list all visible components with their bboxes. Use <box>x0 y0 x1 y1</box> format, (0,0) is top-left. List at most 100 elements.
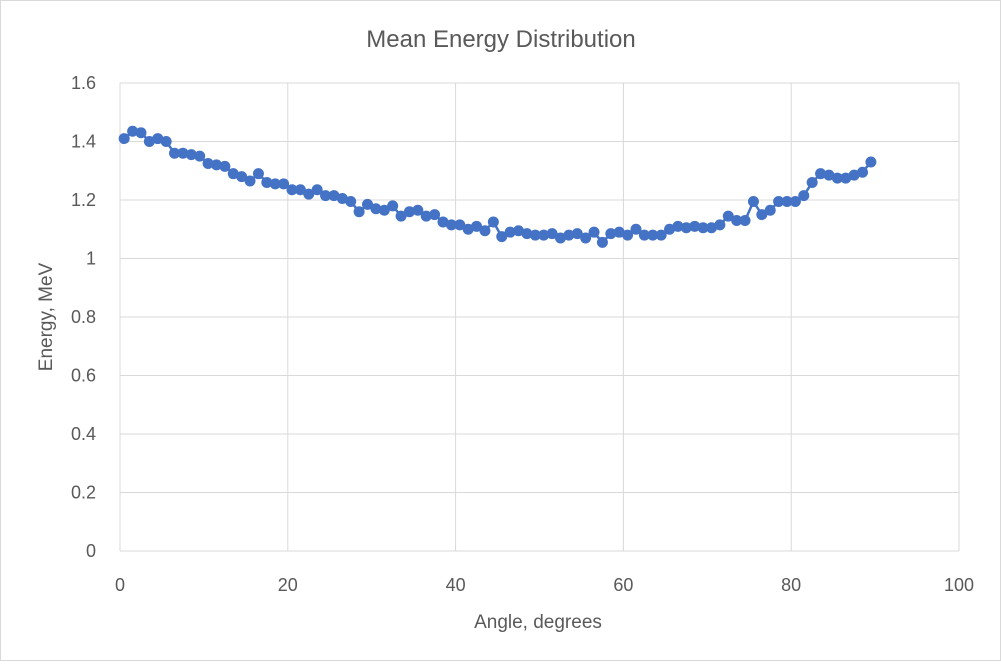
data-point <box>420 210 432 222</box>
data-point <box>454 219 466 231</box>
data-point <box>815 168 827 180</box>
data-point <box>622 229 634 241</box>
data-point <box>244 175 256 187</box>
data-point <box>185 149 197 161</box>
data-point <box>638 229 650 241</box>
data-point <box>311 184 323 196</box>
data-point <box>848 169 860 181</box>
data-point <box>152 133 164 145</box>
data-point <box>278 178 290 190</box>
data-point <box>118 133 130 145</box>
y-axis-label: Energy, MeV <box>36 262 57 371</box>
data-point <box>664 223 676 235</box>
data-point <box>353 206 365 218</box>
data-point <box>135 127 147 139</box>
data-point <box>714 219 726 231</box>
y-tick-label: 1 <box>86 249 96 269</box>
data-point <box>328 190 340 202</box>
x-tick-label: 40 <box>446 575 466 595</box>
data-point <box>806 176 818 188</box>
data-point <box>563 229 575 241</box>
data-point <box>705 222 717 234</box>
data-point <box>261 176 273 188</box>
y-tick-label: 0.8 <box>71 307 96 327</box>
data-point <box>865 156 877 168</box>
series-points <box>118 125 877 248</box>
data-point <box>739 214 751 226</box>
x-tick-label: 20 <box>278 575 298 595</box>
y-tick-label: 0.6 <box>71 366 96 386</box>
data-point <box>479 225 491 237</box>
data-point <box>387 200 399 212</box>
data-point <box>429 209 441 221</box>
data-point <box>202 157 214 169</box>
y-axis-ticks: 0 0.2 0.4 0.6 0.8 1 1.2 1.4 1.6 <box>71 73 96 561</box>
data-point <box>764 204 776 216</box>
data-point <box>596 236 608 248</box>
data-point <box>588 226 600 238</box>
data-point <box>345 195 357 207</box>
x-axis-label: Angle, degrees <box>474 612 602 633</box>
data-point <box>437 216 449 228</box>
data-point <box>336 193 348 205</box>
x-axis-ticks: 0 20 40 60 80 100 <box>115 575 974 595</box>
y-tick-label: 1.4 <box>71 132 96 152</box>
data-point <box>177 147 189 159</box>
data-point <box>210 159 222 171</box>
data-point <box>219 160 231 172</box>
data-point <box>605 228 617 240</box>
data-point <box>194 150 206 162</box>
data-point <box>236 171 248 183</box>
data-point <box>756 209 768 221</box>
data-point <box>320 190 332 202</box>
data-point <box>857 166 869 178</box>
data-point <box>127 125 139 137</box>
y-tick-label: 0.2 <box>71 483 96 503</box>
data-point <box>823 169 835 181</box>
x-tick-label: 60 <box>613 575 633 595</box>
data-point <box>286 184 298 196</box>
data-point <box>504 226 516 238</box>
data-point <box>252 168 264 180</box>
data-point <box>471 220 483 232</box>
data-point <box>554 232 566 244</box>
data-point <box>269 178 281 190</box>
data-point <box>529 229 541 241</box>
data-point <box>227 168 239 180</box>
series-line <box>123 130 872 244</box>
data-point <box>160 136 172 147</box>
data-point <box>680 222 692 234</box>
series-line-path <box>123 130 872 244</box>
y-tick-label: 1.2 <box>71 190 96 210</box>
data-point <box>722 210 734 222</box>
data-point <box>840 172 852 184</box>
data-point <box>303 188 315 200</box>
data-point <box>513 225 525 237</box>
data-point <box>538 229 550 241</box>
y-tick-label: 0 <box>86 541 96 561</box>
data-point <box>412 204 424 216</box>
data-point <box>672 220 684 232</box>
data-point <box>647 229 659 241</box>
x-tick-label: 80 <box>781 575 801 595</box>
data-point <box>697 222 709 234</box>
data-point <box>378 204 390 216</box>
data-point <box>445 219 457 231</box>
data-point <box>546 228 558 240</box>
data-point <box>580 232 592 244</box>
data-point <box>462 223 474 235</box>
data-point <box>831 172 843 184</box>
y-tick-label: 0.4 <box>71 424 96 444</box>
data-point <box>521 228 533 240</box>
data-point <box>370 203 382 215</box>
gridlines <box>119 82 960 552</box>
data-point <box>496 231 508 243</box>
x-tick-label: 100 <box>944 575 974 595</box>
data-point <box>731 214 743 226</box>
chart-title: Mean Energy Distribution <box>366 26 635 53</box>
data-point <box>395 210 407 222</box>
data-point <box>487 216 499 228</box>
data-point <box>630 223 642 235</box>
data-point <box>747 195 759 207</box>
